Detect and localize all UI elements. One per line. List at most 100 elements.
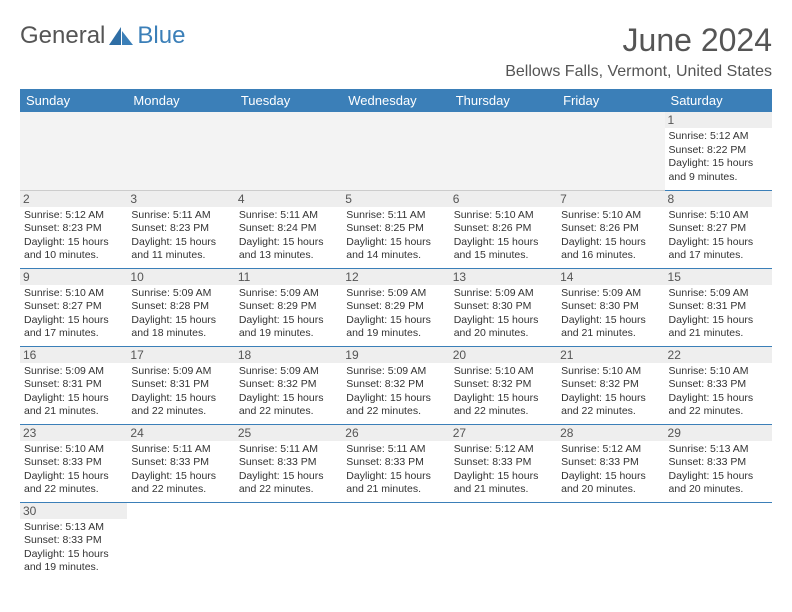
- day-info-line: Sunset: 8:31 PM: [131, 378, 230, 392]
- day-number: 24: [127, 425, 234, 441]
- day-cell: 20 Sunrise: 5:10 AMSunset: 8:32 PMDayligh…: [450, 346, 557, 424]
- day-info-line: Daylight: 15 hours: [239, 392, 338, 406]
- empty-cell: [127, 502, 234, 580]
- calendar-table: SundayMondayTuesdayWednesdayThursdayFrid…: [20, 89, 772, 580]
- day-info: Sunrise: 5:09 AMSunset: 8:30 PMDaylight:…: [561, 287, 660, 342]
- day-info-line: Sunset: 8:31 PM: [669, 300, 768, 314]
- day-info: Sunrise: 5:12 AMSunset: 8:23 PMDaylight:…: [24, 209, 123, 264]
- day-info-line: and 11 minutes.: [131, 249, 230, 263]
- day-number: 16: [20, 347, 127, 363]
- day-info-line: Sunset: 8:24 PM: [239, 222, 338, 236]
- day-number: 9: [20, 269, 127, 285]
- day-cell: 29Sunrise: 5:13 AMSunset: 8:33 PMDayligh…: [665, 424, 772, 502]
- calendar-row: 30Sunrise: 5:13 AMSunset: 8:33 PMDayligh…: [20, 502, 772, 580]
- day-info-line: Sunrise: 5:10 AM: [454, 209, 553, 223]
- day-number: 4: [235, 191, 342, 207]
- day-info-line: and 22 minutes.: [454, 405, 553, 419]
- day-info-line: Sunset: 8:32 PM: [561, 378, 660, 392]
- day-info: Sunrise: 5:10 AMSunset: 8:32 PMDaylight:…: [454, 365, 553, 420]
- weekday-header: Saturday: [665, 89, 772, 112]
- logo: General Blue: [20, 22, 185, 50]
- day-info-line: Sunrise: 5:09 AM: [239, 365, 338, 379]
- day-cell: 28Sunrise: 5:12 AMSunset: 8:33 PMDayligh…: [557, 424, 664, 502]
- empty-cell: [127, 112, 234, 190]
- empty-cell: [235, 502, 342, 580]
- day-cell: 16Sunrise: 5:09 AMSunset: 8:31 PMDayligh…: [20, 346, 127, 424]
- day-info-line: Sunset: 8:33 PM: [669, 456, 768, 470]
- day-info-line: Sunrise: 5:09 AM: [346, 287, 445, 301]
- empty-cell: [342, 112, 449, 190]
- day-info-line: Sunset: 8:33 PM: [131, 456, 230, 470]
- day-cell: 4 Sunrise: 5:11 AMSunset: 8:24 PMDaylight…: [235, 190, 342, 268]
- day-info: Sunrise: 5:12 AMSunset: 8:33 PMDaylight:…: [454, 443, 553, 498]
- day-cell: 25Sunrise: 5:11 AMSunset: 8:33 PMDayligh…: [235, 424, 342, 502]
- day-cell: 17Sunrise: 5:09 AMSunset: 8:31 PMDayligh…: [127, 346, 234, 424]
- day-info: Sunrise: 5:10 AMSunset: 8:26 PMDaylight:…: [454, 209, 553, 264]
- day-number: 20: [450, 347, 557, 363]
- day-info-line: Daylight: 15 hours: [454, 236, 553, 250]
- calendar-row: 23Sunrise: 5:10 AMSunset: 8:33 PMDayligh…: [20, 424, 772, 502]
- day-number: 17: [127, 347, 234, 363]
- day-info-line: and 20 minutes.: [669, 483, 768, 497]
- day-info-line: Sunset: 8:33 PM: [24, 456, 123, 470]
- day-info-line: and 20 minutes.: [561, 483, 660, 497]
- weekday-header: Monday: [127, 89, 234, 112]
- day-cell: 27 Sunrise: 5:12 AMSunset: 8:33 PMDayligh…: [450, 424, 557, 502]
- day-number: 18: [235, 347, 342, 363]
- day-info-line: Sunrise: 5:09 AM: [131, 287, 230, 301]
- day-info-line: Sunrise: 5:11 AM: [346, 443, 445, 457]
- weekday-header: Thursday: [450, 89, 557, 112]
- day-info: Sunrise: 5:10 AMSunset: 8:26 PMDaylight:…: [561, 209, 660, 264]
- day-number: 8: [665, 191, 772, 207]
- day-info: Sunrise: 5:11 AMSunset: 8:25 PMDaylight:…: [346, 209, 445, 264]
- day-info: Sunrise: 5:09 AMSunset: 8:29 PMDaylight:…: [239, 287, 338, 342]
- day-info-line: Sunrise: 5:10 AM: [454, 365, 553, 379]
- day-info-line: Daylight: 15 hours: [24, 548, 123, 562]
- day-cell: 3Sunrise: 5:11 AMSunset: 8:23 PMDaylight…: [127, 190, 234, 268]
- day-info-line: Daylight: 15 hours: [561, 236, 660, 250]
- day-cell: 18Sunrise: 5:09 AMSunset: 8:32 PMDayligh…: [235, 346, 342, 424]
- day-info: Sunrise: 5:12 AMSunset: 8:33 PMDaylight:…: [561, 443, 660, 498]
- day-info-line: and 21 minutes.: [24, 405, 123, 419]
- day-info-line: and 21 minutes.: [669, 327, 768, 341]
- day-info-line: Sunrise: 5:10 AM: [669, 365, 768, 379]
- day-info-line: and 22 minutes.: [239, 483, 338, 497]
- day-info-line: Sunset: 8:29 PM: [346, 300, 445, 314]
- day-info-line: Sunset: 8:27 PM: [669, 222, 768, 236]
- header: General Blue June 2024 Bellows Falls, Ve…: [20, 22, 772, 81]
- day-info-line: Daylight: 15 hours: [669, 392, 768, 406]
- day-info-line: Daylight: 15 hours: [669, 236, 768, 250]
- day-info-line: Sunrise: 5:12 AM: [24, 209, 123, 223]
- day-info-line: and 19 minutes.: [239, 327, 338, 341]
- day-info-line: Sunset: 8:30 PM: [454, 300, 553, 314]
- day-info-line: Daylight: 15 hours: [669, 470, 768, 484]
- day-info-line: Daylight: 15 hours: [346, 314, 445, 328]
- day-info-line: and 19 minutes.: [346, 327, 445, 341]
- day-number: 22: [665, 347, 772, 363]
- day-cell: 22Sunrise: 5:10 AMSunset: 8:33 PMDayligh…: [665, 346, 772, 424]
- day-number: 30: [20, 503, 127, 519]
- day-number: 21: [557, 347, 664, 363]
- day-info: Sunrise: 5:11 AMSunset: 8:33 PMDaylight:…: [346, 443, 445, 498]
- day-number: 1: [665, 112, 772, 128]
- day-info-line: Sunrise: 5:13 AM: [24, 521, 123, 535]
- day-number: 14: [557, 269, 664, 285]
- day-number: 11: [235, 269, 342, 285]
- day-info: Sunrise: 5:11 AMSunset: 8:24 PMDaylight:…: [239, 209, 338, 264]
- day-info-line: Sunrise: 5:12 AM: [454, 443, 553, 457]
- day-info-line: and 21 minutes.: [346, 483, 445, 497]
- day-info-line: Sunrise: 5:09 AM: [239, 287, 338, 301]
- day-info-line: Sunrise: 5:09 AM: [346, 365, 445, 379]
- day-info-line: Sunrise: 5:11 AM: [346, 209, 445, 223]
- day-info: Sunrise: 5:10 AMSunset: 8:27 PMDaylight:…: [669, 209, 768, 264]
- day-info-line: Sunrise: 5:09 AM: [454, 287, 553, 301]
- empty-cell: [450, 502, 557, 580]
- day-cell: 9Sunrise: 5:10 AMSunset: 8:27 PMDaylight…: [20, 268, 127, 346]
- day-info: Sunrise: 5:09 AMSunset: 8:28 PMDaylight:…: [131, 287, 230, 342]
- day-info-line: Sunrise: 5:11 AM: [131, 209, 230, 223]
- day-info-line: Daylight: 15 hours: [24, 392, 123, 406]
- day-info-line: and 17 minutes.: [24, 327, 123, 341]
- day-info: Sunrise: 5:10 AMSunset: 8:32 PMDaylight:…: [561, 365, 660, 420]
- day-number: 27: [450, 425, 557, 441]
- empty-cell: [342, 502, 449, 580]
